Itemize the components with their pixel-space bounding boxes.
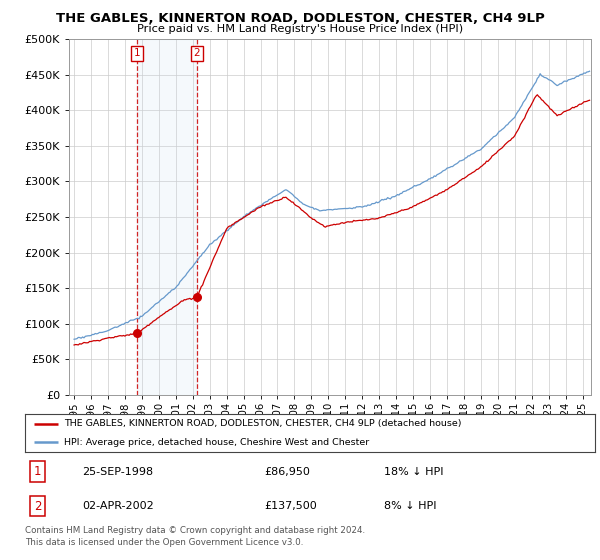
Text: THE GABLES, KINNERTON ROAD, DODLESTON, CHESTER, CH4 9LP: THE GABLES, KINNERTON ROAD, DODLESTON, C… bbox=[56, 12, 544, 25]
Text: Contains HM Land Registry data © Crown copyright and database right 2024.
This d: Contains HM Land Registry data © Crown c… bbox=[25, 526, 365, 547]
Text: 1: 1 bbox=[34, 465, 41, 478]
Text: HPI: Average price, detached house, Cheshire West and Chester: HPI: Average price, detached house, Ches… bbox=[64, 437, 369, 446]
Text: THE GABLES, KINNERTON ROAD, DODLESTON, CHESTER, CH4 9LP (detached house): THE GABLES, KINNERTON ROAD, DODLESTON, C… bbox=[64, 419, 461, 428]
Text: £86,950: £86,950 bbox=[265, 466, 310, 477]
Text: 2: 2 bbox=[194, 48, 200, 58]
Bar bbox=[137, 39, 197, 395]
Text: 8% ↓ HPI: 8% ↓ HPI bbox=[385, 501, 437, 511]
Text: 2: 2 bbox=[34, 500, 41, 513]
Text: Price paid vs. HM Land Registry's House Price Index (HPI): Price paid vs. HM Land Registry's House … bbox=[137, 24, 463, 34]
Text: 1: 1 bbox=[134, 48, 140, 58]
Text: 25-SEP-1998: 25-SEP-1998 bbox=[82, 466, 154, 477]
Text: 18% ↓ HPI: 18% ↓ HPI bbox=[385, 466, 444, 477]
Text: £137,500: £137,500 bbox=[265, 501, 317, 511]
Text: 02-APR-2002: 02-APR-2002 bbox=[82, 501, 154, 511]
